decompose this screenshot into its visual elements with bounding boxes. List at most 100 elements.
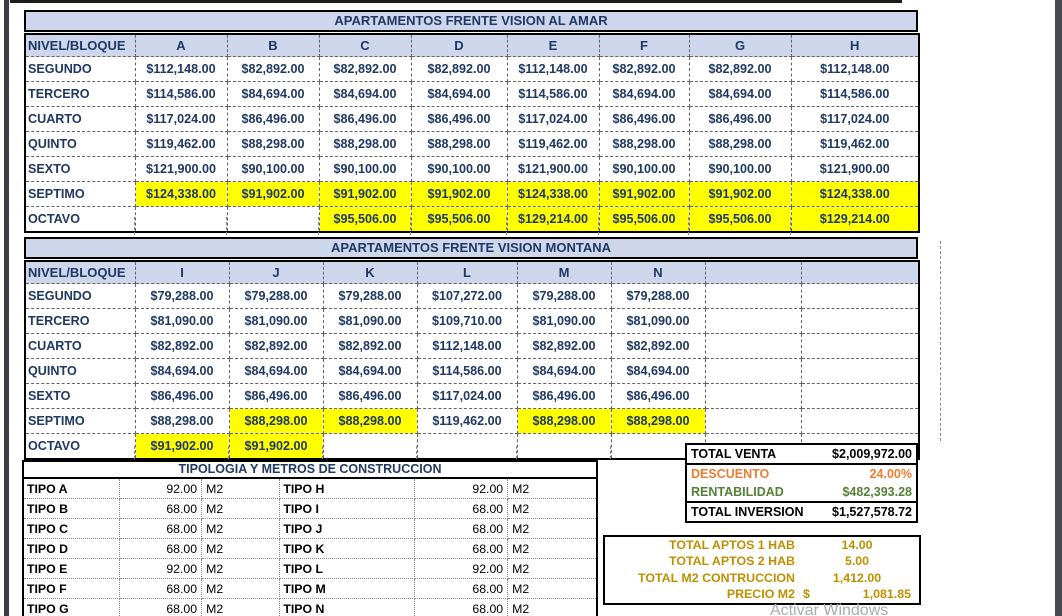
summary-row-descuento[interactable]: DESCUENTO 24.00% [687, 465, 916, 483]
level-block-header-cell[interactable]: NIVEL/BLOQUE [25, 34, 136, 57]
column-header-N[interactable]: N [611, 261, 706, 284]
price-cell[interactable]: $114,586.00 [417, 358, 518, 384]
unit-cell[interactable]: M2 [201, 478, 281, 499]
unit-cell[interactable]: M2 [201, 558, 281, 579]
price-cell[interactable]: $95,506.00 [689, 206, 792, 232]
price-cell[interactable]: $119,462.00 [135, 131, 228, 157]
row-label-cell[interactable]: TERCERO [25, 308, 136, 334]
column-header-D[interactable]: D [411, 34, 508, 57]
m2-value-cell[interactable]: 92.00 [119, 478, 203, 499]
summary-row-total-inversion[interactable]: TOTAL INVERSION $1,527,578.72 [687, 501, 916, 521]
tipo-label-cell[interactable]: TIPO L [279, 558, 415, 579]
row-label-cell[interactable]: SEPTIMO [25, 181, 136, 207]
price-cell[interactable]: $86,496.00 [689, 106, 792, 132]
price-cell[interactable]: $117,024.00 [791, 106, 919, 132]
price-cell[interactable]: $121,900.00 [791, 156, 919, 182]
tipo-label-cell[interactable]: TIPO I [279, 498, 415, 519]
price-cell[interactable] [801, 408, 919, 434]
price-cell[interactable] [801, 358, 919, 384]
totals-row[interactable]: PRECIO M2 $1,081.85 [605, 586, 919, 602]
table-title-montana[interactable]: APARTAMENTOS FRENTE VISION MONTANA [24, 237, 918, 259]
price-cell[interactable]: $79,288.00 [517, 283, 612, 309]
tipo-label-cell[interactable]: TIPO A [23, 478, 120, 499]
price-cell[interactable]: $91,902.00 [689, 181, 792, 207]
unit-cell[interactable]: M2 [507, 478, 597, 499]
tipo-label-cell[interactable]: TIPO H [279, 478, 415, 499]
price-cell[interactable]: $91,902.00 [229, 433, 324, 459]
price-cell[interactable]: $90,100.00 [599, 156, 690, 182]
row-label-cell[interactable]: SEXTO [25, 156, 136, 182]
row-label-cell[interactable]: CUARTO [25, 333, 136, 359]
price-cell[interactable]: $86,496.00 [319, 106, 412, 132]
unit-cell[interactable]: M2 [507, 538, 597, 559]
price-cell[interactable]: $82,892.00 [319, 56, 412, 82]
price-cell[interactable]: $112,148.00 [791, 56, 919, 82]
row-label-cell[interactable]: SEGUNDO [25, 283, 136, 309]
price-cell[interactable]: $91,902.00 [319, 181, 412, 207]
tipo-label-cell[interactable]: TIPO G [23, 598, 120, 616]
price-cell[interactable]: $86,496.00 [323, 383, 418, 409]
unit-cell[interactable]: M2 [507, 578, 597, 599]
tipo-label-cell[interactable]: TIPO M [279, 578, 415, 599]
price-cell[interactable]: $119,462.00 [791, 131, 919, 157]
price-cell[interactable]: $90,100.00 [227, 156, 320, 182]
tipo-label-cell[interactable]: TIPO F [23, 578, 120, 599]
price-cell[interactable]: $84,694.00 [135, 358, 230, 384]
price-cell[interactable]: $88,298.00 [229, 408, 324, 434]
price-cell[interactable] [801, 308, 919, 334]
price-cell[interactable]: $81,090.00 [517, 308, 612, 334]
price-cell[interactable]: $79,288.00 [611, 283, 706, 309]
price-cell[interactable]: $79,288.00 [135, 283, 230, 309]
m2-value-cell[interactable]: 92.00 [119, 558, 203, 579]
price-cell[interactable]: $79,288.00 [323, 283, 418, 309]
price-cell[interactable]: $81,090.00 [611, 308, 706, 334]
price-cell[interactable]: $121,900.00 [135, 156, 228, 182]
m2-value-cell[interactable]: 68.00 [414, 518, 509, 539]
row-label-cell[interactable]: TERCERO [25, 81, 136, 107]
price-cell[interactable] [135, 206, 228, 232]
price-cell[interactable]: $114,586.00 [791, 81, 919, 107]
tipo-label-cell[interactable]: TIPO K [279, 538, 415, 559]
price-cell[interactable] [705, 283, 802, 309]
summary-row-total-venta[interactable]: TOTAL VENTA $2,009,972.00 [687, 445, 916, 465]
price-cell[interactable]: $82,892.00 [689, 56, 792, 82]
price-cell[interactable]: $88,298.00 [599, 131, 690, 157]
price-cell[interactable]: $88,298.00 [611, 408, 706, 434]
price-cell[interactable]: $90,100.00 [411, 156, 508, 182]
price-cell[interactable]: $117,024.00 [135, 106, 228, 132]
price-cell[interactable]: $88,298.00 [319, 131, 412, 157]
price-cell[interactable]: $119,462.00 [507, 131, 600, 157]
tipo-label-cell[interactable]: TIPO J [279, 518, 415, 539]
m2-value-cell[interactable]: 68.00 [119, 578, 203, 599]
price-cell[interactable]: $124,338.00 [507, 181, 600, 207]
column-header-C[interactable]: C [319, 34, 412, 57]
price-cell[interactable]: $124,338.00 [791, 181, 919, 207]
row-label-cell[interactable]: OCTAVO [25, 433, 136, 459]
column-header-blank[interactable] [801, 261, 919, 284]
price-cell[interactable]: $91,902.00 [227, 181, 320, 207]
price-cell[interactable]: $86,496.00 [599, 106, 690, 132]
m2-value-cell[interactable]: 92.00 [414, 558, 509, 579]
price-cell[interactable]: $82,892.00 [323, 333, 418, 359]
price-cell[interactable]: $86,496.00 [229, 383, 324, 409]
price-cell[interactable]: $84,694.00 [319, 81, 412, 107]
price-cell[interactable]: $88,298.00 [135, 408, 230, 434]
column-header-M[interactable]: M [517, 261, 612, 284]
unit-cell[interactable]: M2 [201, 538, 281, 559]
totals-row[interactable]: TOTAL M2 CONTRUCCION 1,412.00 [605, 570, 919, 586]
m2-value-cell[interactable]: 68.00 [119, 518, 203, 539]
unit-cell[interactable]: M2 [507, 558, 597, 579]
unit-cell[interactable]: M2 [201, 578, 281, 599]
tipo-label-cell[interactable]: TIPO C [23, 518, 120, 539]
price-cell[interactable]: $129,214.00 [791, 206, 919, 232]
column-header-H[interactable]: H [791, 34, 919, 57]
price-cell[interactable]: $91,902.00 [411, 181, 508, 207]
m2-value-cell[interactable]: 92.00 [414, 478, 509, 499]
price-cell[interactable]: $114,586.00 [135, 81, 228, 107]
price-cell[interactable]: $124,338.00 [135, 181, 228, 207]
tipo-label-cell[interactable]: TIPO N [279, 598, 415, 616]
price-cell[interactable]: $82,892.00 [611, 333, 706, 359]
tipo-label-cell[interactable]: TIPO B [23, 498, 120, 519]
m2-value-cell[interactable]: 68.00 [119, 538, 203, 559]
column-header-I[interactable]: I [135, 261, 230, 284]
